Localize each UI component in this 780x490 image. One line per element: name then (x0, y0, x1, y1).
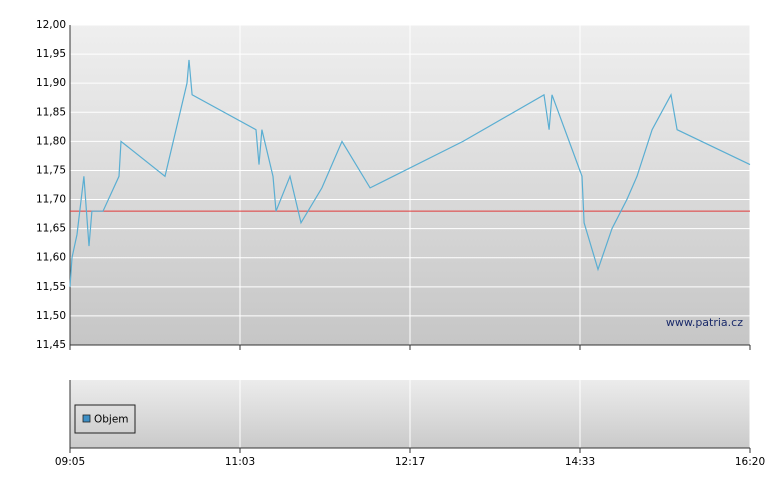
y-tick-label: 11,90 (36, 77, 66, 89)
x-tick-label: 12:17 (395, 456, 425, 468)
y-tick-label: 12,00 (36, 19, 66, 31)
legend-swatch (82, 414, 91, 423)
y-tick-label: 11,55 (36, 281, 66, 293)
y-tick-label: 11,65 (36, 223, 66, 235)
x-tick-label: 09:05 (55, 456, 85, 468)
y-tick-label: 11,50 (36, 310, 66, 322)
x-tick-label: 16:20 (735, 456, 765, 468)
y-tick-label: 11,80 (36, 135, 66, 147)
watermark: www.patria.cz (666, 316, 743, 329)
legend-box (74, 404, 136, 434)
x-tick-label: 14:33 (565, 456, 595, 468)
y-tick-label: 11,70 (36, 194, 66, 206)
legend-label: Objem (94, 414, 129, 426)
price-line (69, 59, 751, 287)
y-tick-label: 11,45 (36, 339, 66, 351)
y-tick-label: 11,75 (36, 164, 66, 176)
y-tick-label: 11,85 (36, 106, 66, 118)
y-tick-label: 11,60 (36, 252, 66, 264)
y-tick-label: 11,95 (36, 48, 66, 60)
x-tick-label: 11:03 (225, 456, 255, 468)
